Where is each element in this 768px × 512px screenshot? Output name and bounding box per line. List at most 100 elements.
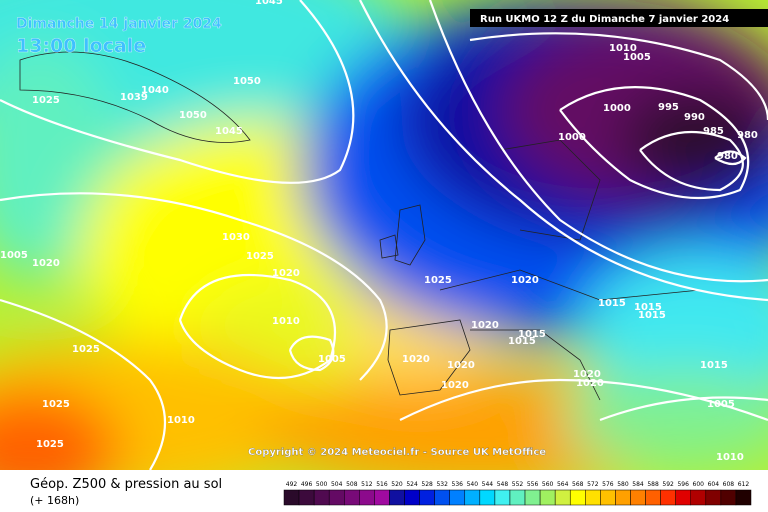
isobar-label: 1020 — [447, 360, 475, 371]
isobar-label: 1010 — [609, 43, 637, 54]
scale-swatch — [404, 489, 420, 506]
scale-swatch — [283, 489, 300, 506]
isobar-label: 1015 — [508, 336, 536, 347]
scale-swatch — [720, 489, 737, 506]
scale-label: 592 — [662, 481, 674, 488]
isobar-label: 980 — [717, 151, 738, 162]
isobar-label: 985 — [703, 126, 724, 137]
isobar-label: 1025 — [32, 95, 60, 106]
scale-swatch — [630, 489, 646, 506]
scale-swatch — [344, 489, 360, 506]
scale-swatch — [328, 489, 345, 506]
valid-date: Dimanche 14 janvier 2024 — [16, 16, 222, 32]
scale-label: 512 — [361, 481, 373, 488]
scale-label: 504 — [331, 481, 343, 488]
scale-label: 608 — [723, 481, 735, 488]
scale-swatch — [675, 489, 691, 506]
scale-swatch — [645, 489, 661, 506]
scale-swatch — [585, 489, 601, 506]
scale-label: 556 — [527, 481, 539, 488]
isobar-label: 1025 — [36, 439, 64, 450]
scale-swatch — [389, 489, 405, 506]
isobar-label: 1005 — [707, 399, 735, 410]
isobar-label: 1020 — [573, 369, 601, 380]
isobar-label: 990 — [684, 112, 705, 123]
run-box — [470, 9, 768, 27]
scale-label: 496 — [301, 481, 313, 488]
scale-label: 500 — [316, 481, 328, 488]
scale-label: 540 — [467, 481, 479, 488]
scale-label: 552 — [512, 481, 524, 488]
isobar-label: 1010 — [716, 452, 744, 463]
isobar-label: 1020 — [402, 354, 430, 365]
isobar-label: 1050 — [179, 110, 207, 121]
isobar-label: 1020 — [471, 320, 499, 331]
isobar-label: 1020 — [32, 258, 60, 269]
scale-swatch — [690, 489, 707, 506]
isobar-label: 1020 — [272, 268, 300, 279]
copyright: Copyright © 2024 Meteociel.fr - Source U… — [248, 447, 546, 458]
scale-swatch — [705, 489, 722, 506]
scale-label: 588 — [647, 481, 659, 488]
isobar-label: 1015 — [638, 310, 666, 321]
local-time: 13:00 locale — [16, 35, 146, 57]
isobar-label: 1015 — [518, 329, 546, 340]
scale-swatch — [494, 489, 511, 506]
scale-swatch — [359, 489, 375, 506]
isobar-label: 1000 — [558, 132, 586, 143]
scale-label: 548 — [497, 481, 509, 488]
scale-swatch — [374, 489, 390, 506]
scale-label: 564 — [557, 481, 569, 488]
isobar-label: 1040 — [141, 85, 169, 96]
scale-swatch — [554, 489, 571, 506]
scale-swatch — [434, 489, 450, 506]
run-info: Run UKMO 12 Z du Dimanche 7 janvier 2024 — [480, 14, 729, 25]
scale-label: 584 — [632, 481, 644, 488]
scale-swatch — [298, 489, 315, 506]
isobar-label: 1005 — [623, 52, 651, 63]
scale-swatch — [479, 489, 496, 506]
isobar-label: 1025 — [424, 275, 452, 286]
color-scale: 492 496 500 504 508 512 516 520 524 528 532 536 540 5… — [283, 481, 752, 506]
isobar-label: 1025 — [72, 344, 100, 355]
scale-label: 544 — [482, 481, 494, 488]
isobar-label: 1030 — [222, 232, 250, 243]
scale-label: 568 — [572, 481, 584, 488]
scale-label: 580 — [617, 481, 629, 488]
scale-label: 576 — [602, 481, 614, 488]
scale-swatch — [600, 489, 616, 506]
isobar-label: 1039 — [120, 92, 148, 103]
scale-swatch — [569, 489, 586, 506]
legend-subtitle: (+ 168h) — [30, 494, 79, 507]
isobar-label: 1015 — [598, 298, 626, 309]
isobar-label: 1045 — [255, 0, 283, 7]
isobar-label: 980 — [737, 130, 758, 141]
isobar-label: 1025 — [246, 251, 274, 262]
isobar-label: 1020 — [511, 275, 539, 286]
isobar-label: 995 — [658, 102, 679, 113]
scale-label: 596 — [677, 481, 689, 488]
scale-label: 600 — [693, 481, 705, 488]
scale-swatch — [509, 489, 526, 506]
scale-swatch — [464, 489, 481, 506]
isobar-label: 1015 — [634, 302, 662, 313]
scale-swatch — [539, 489, 556, 506]
scale-label: 492 — [286, 481, 298, 488]
scale-label: 572 — [587, 481, 599, 488]
scale-swatch — [735, 489, 752, 506]
scale-label: 528 — [421, 481, 433, 488]
scale-label: 536 — [452, 481, 464, 488]
scale-swatch — [615, 489, 631, 506]
isobar-label: 1010 — [272, 316, 300, 327]
isobar-label: 1015 — [700, 360, 728, 371]
isobar-label: 1005 — [0, 250, 28, 261]
scale-swatch — [660, 489, 676, 506]
isobar-label: 1025 — [42, 399, 70, 410]
scale-label: 532 — [436, 481, 448, 488]
isobar-label: 1050 — [233, 76, 261, 87]
scale-label: 520 — [391, 481, 403, 488]
isobar-label: 1000 — [603, 103, 631, 114]
scale-label: 560 — [542, 481, 554, 488]
